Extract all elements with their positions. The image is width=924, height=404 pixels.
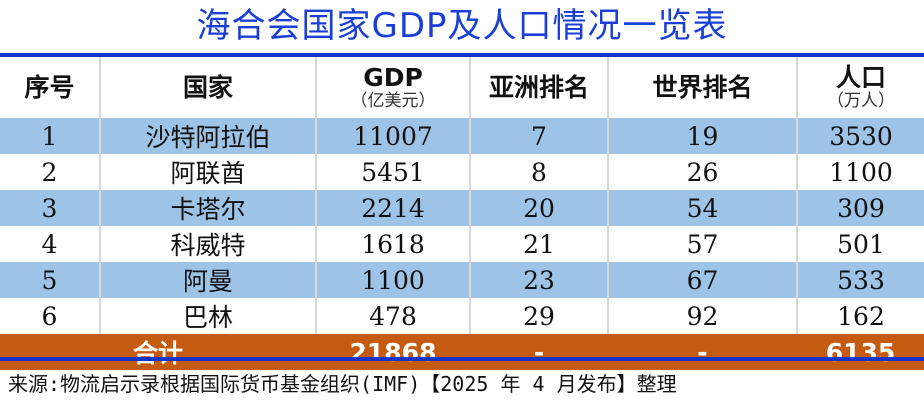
table-cell: 20 xyxy=(469,190,608,226)
column-header: 序号 xyxy=(0,57,100,118)
table-cell: 5 xyxy=(0,262,100,298)
column-header: 人口 （万人） xyxy=(796,57,924,118)
table-cell: 26 xyxy=(607,154,797,190)
table-cell: 3530 xyxy=(796,118,924,154)
total-label: 合计 xyxy=(0,334,316,370)
table-cell: 57 xyxy=(607,226,797,262)
column-header-unit: （万人） xyxy=(827,90,895,111)
table-row: 6 巴林 478 29 92 162 xyxy=(0,298,924,334)
column-header-label: 世界排名 xyxy=(652,72,753,102)
table-cell: 6 xyxy=(0,298,100,334)
table-row: 4 科威特 1618 21 57 501 xyxy=(0,226,924,262)
table-cell: 阿曼 xyxy=(99,262,316,298)
table-cell: 11007 xyxy=(315,118,470,154)
table-cell: 阿联酋 xyxy=(99,154,316,190)
column-header: 亚洲排名 xyxy=(469,57,608,118)
table-cell: 21 xyxy=(469,226,608,262)
table-cell: 7 xyxy=(469,118,608,154)
table-cell: 科威特 xyxy=(99,226,316,262)
top-rule xyxy=(0,53,924,57)
total-world-rank: - xyxy=(608,334,797,370)
table-cell: 5451 xyxy=(315,154,470,190)
table-cell: 1618 xyxy=(315,226,470,262)
table-cell: 23 xyxy=(469,262,608,298)
table-cell: 沙特阿拉伯 xyxy=(99,118,316,154)
column-header-label: GDP xyxy=(363,63,423,93)
table-cell: 3 xyxy=(0,190,100,226)
table-cell: 1100 xyxy=(315,262,470,298)
table-cell: 4 xyxy=(0,226,100,262)
total-gdp: 21868 xyxy=(316,334,470,370)
table-cell: 501 xyxy=(796,226,924,262)
source-note: 来源:物流启示录根据国际货币基金组织(IMF)【2025 年 4 月发布】整理 xyxy=(8,372,677,396)
table-cell: 2 xyxy=(0,154,100,190)
table-cell: 2214 xyxy=(315,190,470,226)
page-title: 海合会国家GDP及人口情况一览表 xyxy=(196,6,728,46)
column-header-label: 亚洲排名 xyxy=(488,72,589,102)
table-row: 2 阿联酋 5451 8 26 1100 xyxy=(0,154,924,190)
table-cell: 8 xyxy=(469,154,608,190)
table-cell: 1100 xyxy=(796,154,924,190)
table-row: 1 沙特阿拉伯 11007 7 19 3530 xyxy=(0,118,924,154)
table-cell: 478 xyxy=(315,298,470,334)
table-cell: 533 xyxy=(796,262,924,298)
total-population: 6135 xyxy=(797,334,924,370)
total-asia-rank: - xyxy=(470,334,608,370)
table-cell: 29 xyxy=(469,298,608,334)
table-cell: 92 xyxy=(607,298,797,334)
column-header-label: 人口 xyxy=(835,63,886,93)
column-header: 国家 xyxy=(99,57,316,118)
table-row: 5 阿曼 1100 23 67 533 xyxy=(0,262,924,298)
table-cell: 19 xyxy=(607,118,797,154)
gdp-population-table: 序号 国家 GDP （亿美元） 亚洲排名 世界排名 人口 （万人） 1 沙特阿拉伯 11007 7 1… xyxy=(0,57,924,370)
total-row: 合计 21868- -6135 xyxy=(0,334,924,370)
header-row: 序号 国家 GDP （亿美元） 亚洲排名 世界排名 人口 （万人） xyxy=(0,57,924,118)
table-row: 3 卡塔尔 2214 20 54 309 xyxy=(0,190,924,226)
table-cell: 1 xyxy=(0,118,100,154)
column-header-label: 序号 xyxy=(24,72,75,102)
column-header: GDP （亿美元） xyxy=(315,57,470,118)
column-header: 世界排名 xyxy=(607,57,797,118)
table-cell: 54 xyxy=(607,190,797,226)
table-cell: 巴林 xyxy=(99,298,316,334)
bottom-rule xyxy=(0,357,924,361)
table-cell: 卡塔尔 xyxy=(99,190,316,226)
table-cell: 67 xyxy=(607,262,797,298)
table-cell: 162 xyxy=(796,298,924,334)
table-cell: 309 xyxy=(796,190,924,226)
column-header-label: 国家 xyxy=(182,72,233,102)
column-header-unit: （亿美元） xyxy=(350,90,436,111)
